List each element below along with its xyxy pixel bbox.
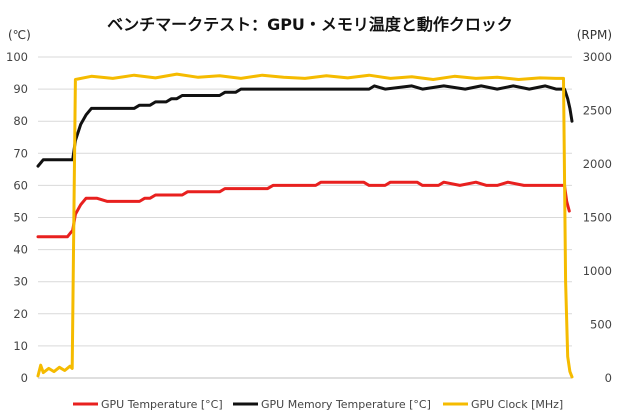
right-tick-label: 1500 — [583, 211, 612, 225]
right-tick-label: 1000 — [583, 264, 612, 278]
legend-label: GPU Temperature [°C] — [101, 398, 223, 411]
right-tick-label: 0 — [605, 371, 612, 385]
left-tick-label: 60 — [13, 178, 28, 192]
right-tick-label: 2500 — [583, 104, 612, 118]
left-tick-label: 80 — [13, 114, 28, 128]
legend-label: GPU Memory Temperature [°C] — [261, 398, 431, 411]
left-axis-ticks: 0 10 20 30 40 50 60 70 80 90 100 — [6, 50, 28, 385]
left-tick-label: 40 — [13, 243, 28, 257]
chart-title: ベンチマークテスト：GPU・メモリ温度と動作クロック — [107, 15, 513, 34]
left-tick-label: 90 — [13, 82, 28, 96]
right-axis-unit: (RPM) — [577, 28, 612, 42]
right-axis-ticks: 0 500 1000 1500 2000 2500 3000 — [583, 50, 612, 385]
series-line-gpu-temperature-c — [36, 180, 571, 239]
series-line-gpu-memory-temperature-c — [36, 84, 574, 168]
series-lines — [36, 72, 574, 379]
left-tick-label: 0 — [21, 371, 28, 385]
left-tick-label: 20 — [13, 307, 28, 321]
series-line-gpu-clock-mhz — [36, 72, 574, 379]
left-tick-label: 30 — [13, 275, 28, 289]
legend-label: GPU Clock [MHz] — [471, 398, 563, 411]
right-tick-label: 3000 — [583, 50, 612, 64]
left-tick-label: 10 — [13, 339, 28, 353]
right-tick-label: 2000 — [583, 157, 612, 171]
legend: GPU Temperature [°C] GPU Memory Temperatu… — [73, 398, 563, 411]
left-tick-label: 100 — [6, 50, 28, 64]
left-tick-label: 70 — [13, 146, 28, 160]
left-axis-unit: (℃) — [8, 28, 31, 42]
left-tick-label: 50 — [13, 211, 28, 225]
grid-lines — [38, 56, 572, 379]
right-tick-label: 500 — [590, 318, 612, 332]
